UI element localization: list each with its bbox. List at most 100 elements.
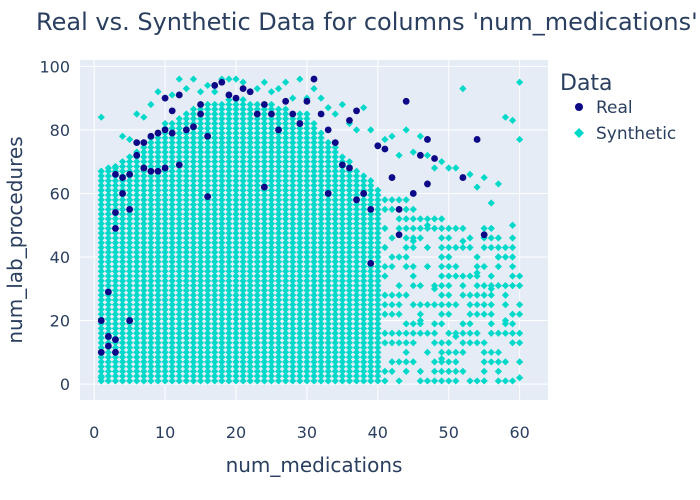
- synthetic-point: [218, 310, 226, 318]
- synthetic-point: [232, 196, 240, 204]
- synthetic-point: [246, 310, 254, 318]
- synthetic-point: [338, 353, 346, 361]
- synthetic-point: [260, 329, 268, 337]
- synthetic-point: [289, 363, 297, 371]
- legend-item-real[interactable]: Real: [575, 98, 633, 118]
- synthetic-point: [402, 262, 410, 271]
- synthetic-point: [289, 143, 297, 151]
- synthetic-point: [430, 301, 439, 309]
- synthetic-point: [182, 153, 190, 161]
- synthetic-point: [296, 115, 304, 123]
- synthetic-point: [452, 367, 460, 376]
- synthetic-point: [331, 148, 339, 156]
- data-points: [97, 75, 524, 385]
- synthetic-point: [196, 377, 205, 385]
- synthetic-point: [97, 343, 105, 352]
- synthetic-point: [154, 243, 162, 252]
- synthetic-point: [196, 324, 205, 333]
- synthetic-point: [438, 348, 446, 356]
- synthetic-point: [211, 329, 219, 337]
- synthetic-point: [260, 129, 268, 137]
- synthetic-point: [289, 253, 297, 261]
- synthetic-point: [274, 343, 283, 352]
- synthetic-point: [118, 286, 127, 294]
- synthetic-point: [104, 239, 112, 247]
- synthetic-point: [232, 363, 240, 371]
- synthetic-point: [161, 148, 169, 156]
- synthetic-point: [367, 358, 375, 366]
- synthetic-point: [168, 234, 176, 242]
- synthetic-point: [196, 205, 205, 213]
- synthetic-point: [430, 164, 439, 172]
- synthetic-point: [204, 329, 212, 337]
- synthetic-point: [168, 372, 176, 380]
- synthetic-point: [161, 139, 169, 147]
- synthetic-point: [282, 119, 290, 128]
- synthetic-point: [246, 367, 254, 376]
- real-point: [204, 132, 212, 140]
- synthetic-point: [267, 372, 276, 380]
- synthetic-point: [260, 272, 268, 280]
- synthetic-point: [274, 329, 283, 337]
- synthetic-point: [218, 363, 226, 371]
- synthetic-point: [246, 363, 254, 371]
- synthetic-point: [140, 291, 148, 299]
- synthetic-point: [211, 262, 219, 271]
- synthetic-point: [211, 110, 219, 118]
- synthetic-point: [97, 262, 105, 271]
- synthetic-point: [239, 258, 247, 266]
- real-point: [360, 190, 368, 197]
- legend-item-synthetic[interactable]: Synthetic: [574, 124, 676, 144]
- synthetic-point: [196, 258, 205, 266]
- synthetic-point: [303, 353, 311, 361]
- synthetic-point: [296, 291, 304, 299]
- synthetic-point: [204, 324, 212, 333]
- synthetic-point: [232, 253, 240, 261]
- synthetic-point: [445, 339, 453, 347]
- synthetic-point: [345, 191, 354, 199]
- synthetic-point: [168, 286, 176, 294]
- synthetic-point: [508, 282, 517, 290]
- synthetic-point: [211, 215, 219, 223]
- synthetic-point: [253, 286, 261, 294]
- synthetic-point: [459, 224, 467, 233]
- synthetic-point: [204, 139, 212, 147]
- synthetic-point: [310, 148, 318, 156]
- synthetic-point: [97, 220, 105, 228]
- synthetic-point: [168, 334, 176, 342]
- synthetic-point: [282, 153, 290, 161]
- synthetic-point: [324, 205, 332, 213]
- real-point: [346, 164, 353, 172]
- synthetic-point: [104, 367, 112, 376]
- synthetic-point: [189, 110, 198, 118]
- synthetic-point: [324, 282, 332, 290]
- synthetic-point: [310, 229, 318, 237]
- synthetic-point: [494, 262, 502, 271]
- synthetic-point: [168, 224, 176, 233]
- synthetic-point: [374, 348, 382, 356]
- synthetic-point: [296, 196, 304, 204]
- synthetic-point: [317, 239, 325, 247]
- synthetic-point: [331, 291, 339, 299]
- synthetic-point: [345, 243, 354, 252]
- synthetic-point: [182, 377, 190, 385]
- synthetic-point: [338, 339, 346, 347]
- x-tick-labels: 0 10 20 30 40 50 60: [89, 423, 530, 442]
- synthetic-point: [239, 119, 247, 128]
- synthetic-point: [253, 177, 261, 185]
- synthetic-point: [211, 191, 219, 199]
- synthetic-point: [374, 224, 382, 233]
- synthetic-point: [296, 334, 304, 342]
- synthetic-point: [345, 262, 354, 271]
- synthetic-point: [438, 310, 446, 318]
- synthetic-point: [182, 310, 190, 318]
- synthetic-point: [416, 367, 424, 376]
- synthetic-point: [225, 367, 233, 376]
- synthetic-point: [352, 239, 361, 247]
- synthetic-point: [175, 324, 183, 333]
- synthetic-point: [97, 215, 105, 223]
- synthetic-point: [352, 172, 361, 180]
- synthetic-point: [147, 358, 155, 366]
- synthetic-point: [211, 248, 219, 256]
